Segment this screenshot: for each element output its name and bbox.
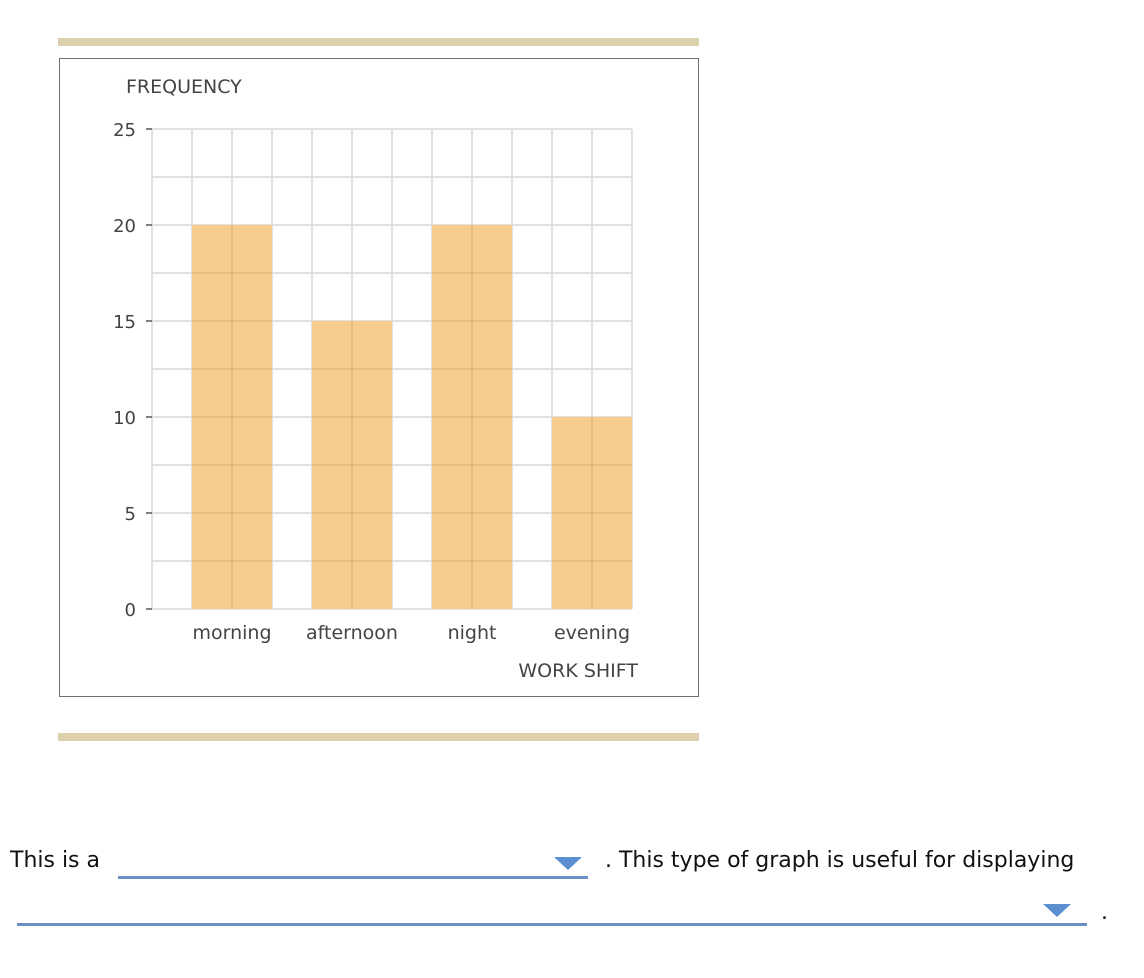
bar-grid-overlay xyxy=(192,225,632,609)
display-purpose-dropdown[interactable] xyxy=(17,891,1087,926)
x-tick-label: evening xyxy=(554,622,630,644)
chart-axes: 0 5 10 15 20 25 morning afternoon night evening xyxy=(113,120,630,644)
x-tick-label: afternoon xyxy=(306,622,398,644)
y-tick-label: 0 xyxy=(125,600,136,621)
y-tick-label: 20 xyxy=(113,216,136,237)
x-tick-label: morning xyxy=(192,622,271,644)
question-text-start: This is a xyxy=(10,848,100,873)
bar-chart: 0 5 10 15 20 25 morning afternoon night evening F… xyxy=(113,76,638,682)
y-tick-label: 25 xyxy=(113,120,136,141)
x-axis-label: WORK SHIFT xyxy=(518,660,638,682)
question-block: This is a . This type of graph is useful… xyxy=(0,830,1144,940)
y-axis-label: FREQUENCY xyxy=(126,76,242,98)
graph-type-dropdown[interactable] xyxy=(118,844,588,879)
y-tick-label: 5 xyxy=(125,504,136,525)
question-text-middle: . This type of graph is useful for displ… xyxy=(605,848,1075,873)
top-divider xyxy=(58,38,699,46)
chevron-down-icon[interactable] xyxy=(1043,904,1071,917)
y-tick-label: 10 xyxy=(113,408,136,429)
y-tick-label: 15 xyxy=(113,312,136,333)
bar-chart-figure: 0 5 10 15 20 25 morning afternoon night evening F… xyxy=(59,58,699,697)
bottom-divider xyxy=(58,733,699,741)
x-tick-label: night xyxy=(448,622,497,644)
question-text-end: . xyxy=(1101,900,1108,925)
chevron-down-icon[interactable] xyxy=(554,857,582,870)
